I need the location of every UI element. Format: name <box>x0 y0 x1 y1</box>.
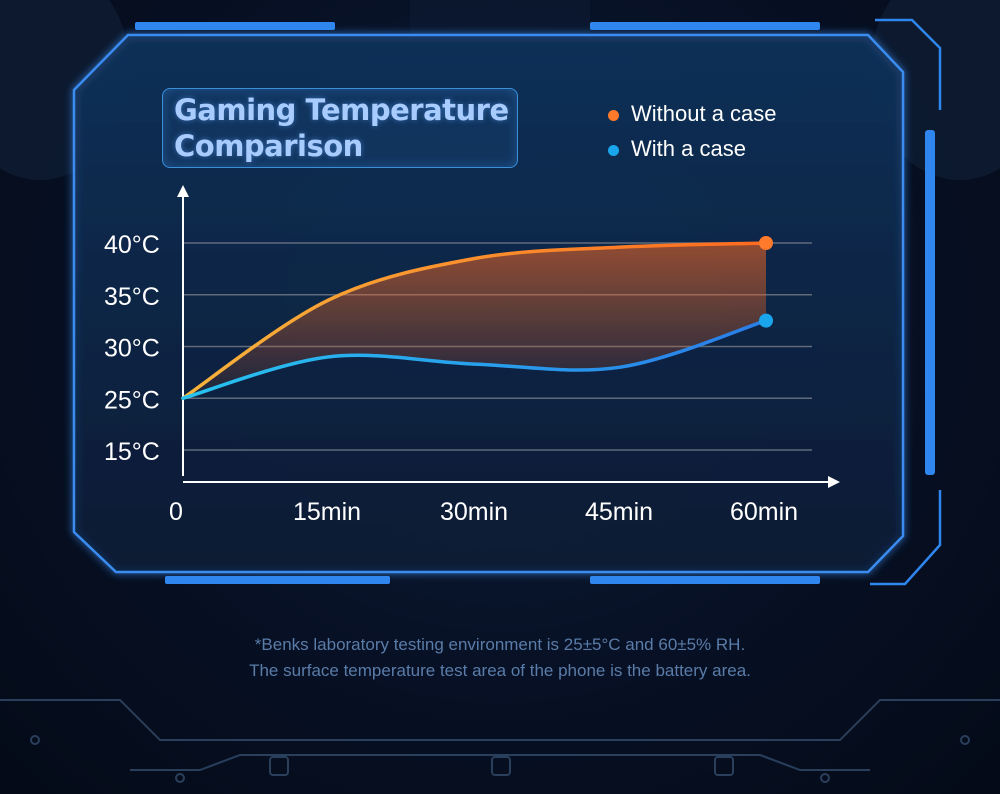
panel-accents <box>135 22 935 584</box>
circuit-decoration <box>0 699 1000 783</box>
background-decoration <box>0 0 1000 180</box>
x-tick-label-1: 15min <box>293 498 361 526</box>
x-tick-label-3: 45min <box>585 498 653 526</box>
series-end-point-0 <box>759 236 773 250</box>
y-tick-label-0: 40°C <box>104 231 160 259</box>
footnote-line-1: *Benks laboratory testing environment is… <box>254 635 746 654</box>
chart-title: Gaming Temperature Comparison <box>174 92 514 164</box>
footnote-line-2: The surface temperature test area of the… <box>249 661 751 680</box>
axes <box>177 185 840 488</box>
area-layer <box>183 243 766 399</box>
x-tick-label-0: 0 <box>169 498 183 526</box>
series-end-point-1 <box>759 313 773 328</box>
y-tick-label-3: 25°C <box>104 386 160 414</box>
x-tick-label-2: 30min <box>440 498 508 526</box>
legend-dot-orange-icon <box>608 110 619 121</box>
series-line-1 <box>181 318 768 400</box>
y-axis-arrow-icon <box>177 185 189 197</box>
x-axis-arrow-icon <box>828 476 840 488</box>
chart-title-line-1: Gaming Temperature <box>174 93 509 127</box>
series-lines <box>181 236 773 400</box>
y-tick-label-4: 15°C <box>104 438 160 466</box>
x-tick-label-4: 60min <box>730 498 798 526</box>
y-tick-label-1: 35°C <box>104 283 160 311</box>
tick-labels: 40°C 35°C 30°C 25°C 15°C 0 15min 30min 45min 60mi… <box>104 231 798 526</box>
legend-label-without-case: Without a case <box>631 101 777 126</box>
legend-label-with-case: With a case <box>631 136 746 161</box>
title-box <box>162 88 518 168</box>
chart-title-line-2: Comparison <box>174 129 363 163</box>
y-tick-label-2: 30°C <box>104 335 160 363</box>
legend-dot-blue-icon <box>608 145 619 156</box>
series-line-0 <box>181 241 768 400</box>
panel-outer-corner <box>870 18 942 586</box>
difference-area <box>183 243 766 399</box>
